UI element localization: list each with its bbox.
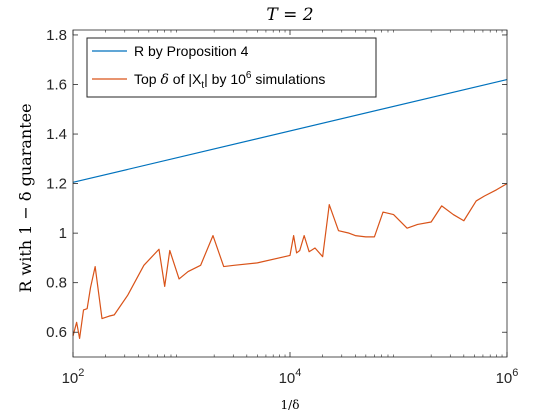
legend-label-part: of |X [169, 71, 202, 87]
legend-label-part: | by 10 [204, 71, 246, 87]
legend: R by Proposition 4 Top δ of |Xt| by 106 … [86, 37, 377, 98]
x-tick-base: 10 [496, 370, 513, 387]
x-tick-exponent: 6 [512, 367, 518, 379]
y-tick-label: 1 [59, 225, 67, 242]
legend-label-proposition: R by Proposition 4 [134, 43, 249, 59]
series-layer [72, 78, 508, 340]
x-tick-label: 104 [279, 367, 302, 387]
y-tick-label: 1.2 [46, 176, 67, 193]
legend-label-part: Top [134, 71, 160, 87]
legend-box [86, 37, 377, 98]
x-tick-base: 10 [279, 370, 296, 387]
series-line-proposition [72, 78, 508, 183]
series-line-simulation [72, 183, 508, 340]
chart-title: T = 2 [266, 5, 313, 25]
legend-label-superscript: 6 [246, 70, 252, 81]
legend-label-delta: δ [160, 72, 168, 88]
legend-label-subscript: t [201, 80, 204, 91]
y-tick-label: 1.6 [46, 77, 67, 94]
y-tick-label: 0.8 [46, 275, 67, 292]
x-tick-exponent: 4 [295, 367, 301, 379]
legend-label-part: simulations [251, 71, 325, 87]
legend-label-simulation: Top δ of |Xt| by 106 simulations [134, 70, 325, 91]
y-tick-label: 1.4 [46, 126, 67, 143]
x-tick-label: 102 [62, 367, 85, 387]
x-tick-base: 10 [62, 370, 79, 387]
y-tick-label: 1.8 [46, 27, 67, 44]
x-tick-label: 106 [496, 367, 519, 387]
y-axis-label: R with 1 − δ guarantee [16, 103, 35, 292]
y-tick-label: 0.6 [46, 324, 67, 341]
x-axis-label: 1/δ [281, 398, 300, 412]
x-tick-exponent: 2 [78, 367, 84, 379]
